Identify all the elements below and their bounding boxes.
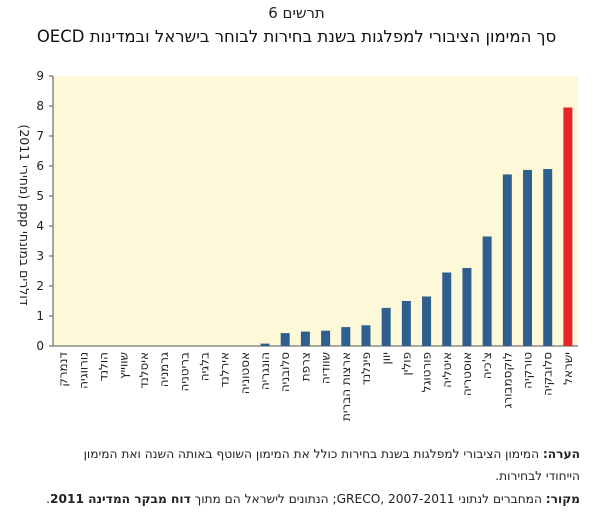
x-tick-label: שוודיה <box>319 352 333 384</box>
x-tick-label: ישראל <box>561 352 575 385</box>
x-tick-label: סלובקיה <box>541 352 555 396</box>
x-tick-label: אוסטריה <box>460 352 474 396</box>
x-tick-label: ארצות הברית <box>339 352 353 421</box>
bar <box>422 296 432 346</box>
x-tick-label: לוקסמבורג <box>500 352 514 408</box>
bar <box>381 307 391 346</box>
y-tick-label: 0 <box>36 339 44 353</box>
x-tick-label: בריטניה <box>177 352 191 392</box>
x-tick-label: גרמניה <box>157 352 171 387</box>
source-report: דוח מבקר המדינה 2011 <box>50 492 191 506</box>
y-tick-label: 5 <box>36 189 44 203</box>
note-text-2: הייחודי לבחירות. <box>495 469 580 483</box>
figure-label: תרשים 6 <box>268 4 325 22</box>
bar <box>462 268 472 346</box>
y-axis-label: דולרים במונחי ppp (מחירי 2011) <box>17 124 32 305</box>
bar <box>523 169 533 346</box>
x-tick-label: איטליה <box>440 352 454 388</box>
x-tick-label: שווייץ <box>117 352 131 379</box>
x-tick-label: פינלנד <box>359 352 373 385</box>
bar <box>563 107 573 346</box>
note-body: המימון הציבורי למפלגות בשנת בחירות כולל … <box>83 447 543 461</box>
x-tick-label: נורווגיה <box>76 352 90 389</box>
x-tick-label: בלגיה <box>197 352 211 381</box>
y-tick-label: 7 <box>36 129 44 143</box>
source-end: . <box>46 492 50 506</box>
x-tick-label: פולין <box>399 352 413 376</box>
y-tick-label: 6 <box>36 159 44 173</box>
bar <box>260 343 270 346</box>
x-tick-label: איסלנד <box>137 352 151 389</box>
plot-area <box>53 76 578 346</box>
x-tick-label: סלובניה <box>278 352 292 392</box>
x-tick-label: הונגריה <box>258 352 272 390</box>
bar <box>341 327 351 346</box>
source-body: המחברים לנתוני GRECO, 2007-2011; הנתונים… <box>190 492 546 506</box>
bar-chart: 0 1 2 3 4 5 6 7 8 9 דולרים במונחי ppp (מחירי 2011)… <box>17 69 578 421</box>
bar <box>543 169 553 346</box>
bar <box>442 272 452 346</box>
x-tick-label: דנמרק <box>56 352 70 387</box>
y-tick-label: 8 <box>36 99 44 113</box>
bar <box>280 333 290 346</box>
source-label: מקור: <box>545 492 580 506</box>
y-tick-label: 3 <box>36 249 44 263</box>
x-tick-label: פורטוגל <box>420 352 434 392</box>
x-tick-label: אירלנד <box>218 352 232 388</box>
x-tick-label: טורקיה <box>521 352 535 389</box>
bar <box>300 331 310 346</box>
bar <box>482 236 492 346</box>
y-tick-label: 2 <box>36 279 44 293</box>
y-tick-label: 4 <box>36 219 44 233</box>
chart-title: סך המימון הציבורי למפלגות בשנת בחירות לב… <box>36 27 557 46</box>
source-text: מקור: המחברים לנתוני GRECO, 2007-2011; ה… <box>14 489 580 510</box>
bar <box>361 325 371 346</box>
bar <box>321 330 331 346</box>
note-text: הערה: המימון הציבורי למפלגות בשנת בחירות… <box>14 444 580 465</box>
x-tick-label: הולנד <box>96 352 110 381</box>
y-tick-label: 9 <box>36 69 44 83</box>
x-tick-label: צרפת <box>298 352 312 381</box>
bar <box>401 301 411 346</box>
x-tick-label: יוון <box>379 352 393 365</box>
note-label: הערה: <box>542 447 580 461</box>
x-tick-label: אסטוניה <box>238 352 252 394</box>
y-tick-label: 1 <box>36 309 44 323</box>
x-tick-label: צ'כיה <box>480 352 494 379</box>
bar <box>502 174 512 346</box>
